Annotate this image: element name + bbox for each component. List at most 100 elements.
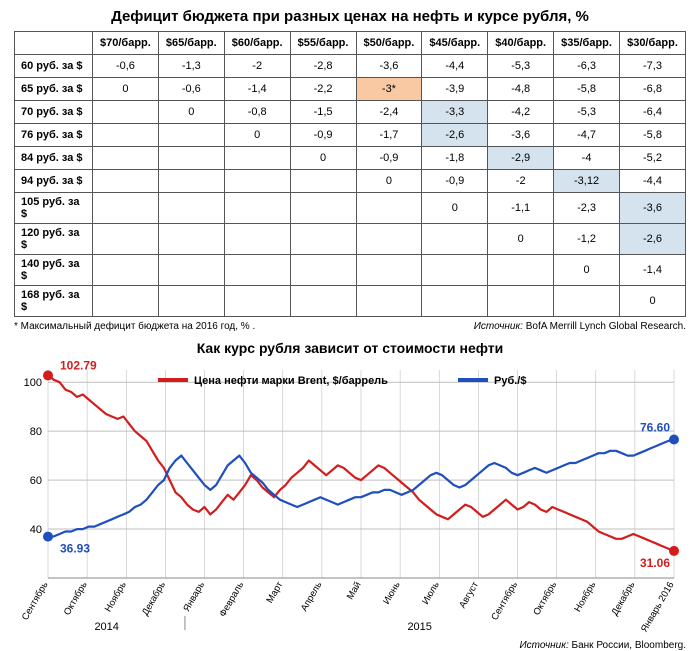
table-row: 168 руб. за $ 0 [15,286,686,317]
table-row: 105 руб. за $0-1,1-2,3-3,6 [15,193,686,224]
cell [224,193,290,224]
cell [356,286,422,317]
table-row: 120 руб. за $0-1,2-2,6 [15,224,686,255]
cell: -1,8 [422,147,488,170]
legend-label-rub: Руб./$ [494,375,526,387]
cell: -1,2 [554,224,620,255]
col-header: $55/барр. [290,32,356,55]
row-header: 65 руб. за $ [15,78,93,101]
cell [488,255,554,286]
cell: -2,8 [290,55,356,78]
cell [290,286,356,317]
cell [93,255,159,286]
table-row: 140 руб. за $0-1,4 [15,255,686,286]
cell: -3,9 [422,78,488,101]
table-footnote: * Максимальный дефицит бюджета на 2016 г… [14,321,255,332]
cell: 0 [290,147,356,170]
row-header: 60 руб. за $ [15,55,93,78]
cell: -4,4 [620,170,686,193]
cell: -2 [224,55,290,78]
col-header: $45/барр. [422,32,488,55]
cell [93,124,159,147]
row-header: 84 руб. за $ [15,147,93,170]
cell [356,193,422,224]
cell [158,147,224,170]
cell: 0 [620,286,686,317]
cell: -5,8 [620,124,686,147]
col-header: $50/барр. [356,32,422,55]
cell: -0,9 [422,170,488,193]
table-row: 94 руб. за $0-0,9-2-3,12-4,4 [15,170,686,193]
cell [290,224,356,255]
cell: -5,8 [554,78,620,101]
cell: -3* [356,78,422,101]
cell [93,224,159,255]
cell [356,255,422,286]
cell: -5,3 [554,101,620,124]
cell: -7,3 [620,55,686,78]
cell: -0,8 [224,101,290,124]
cell [93,101,159,124]
cell: -0,9 [356,147,422,170]
cell [356,224,422,255]
cell: -2,6 [620,224,686,255]
cell [158,255,224,286]
col-header: $30/барр. [620,32,686,55]
chart-source: Источник: Банк России, Bloomberg. [14,640,686,651]
cell: -0,6 [93,55,159,78]
cell [290,193,356,224]
cell: 0 [356,170,422,193]
cell: -4,8 [488,78,554,101]
cell: -2,4 [356,101,422,124]
cell: -1,4 [620,255,686,286]
cell: -6,3 [554,55,620,78]
cell [224,286,290,317]
cell [224,147,290,170]
cell [158,124,224,147]
cell: -4,7 [554,124,620,147]
cell: -2,6 [422,124,488,147]
cell [93,147,159,170]
y-tick-label: 80 [30,426,42,438]
year-label: 2015 [407,621,431,633]
cell: -3,3 [422,101,488,124]
year-label: 2014 [94,621,118,633]
cell: -2,3 [554,193,620,224]
cell: -1,3 [158,55,224,78]
cell: -6,4 [620,101,686,124]
cell: -4,4 [422,55,488,78]
cell: -4,2 [488,101,554,124]
cell: -1,4 [224,78,290,101]
page-title: Дефицит бюджета при разных ценах на нефт… [14,8,686,25]
cell: -1,5 [290,101,356,124]
line-chart: 406080100СентябрьОктябрьНоябрьДекабрьЯнв… [14,358,686,638]
col-header: $40/барр. [488,32,554,55]
cell: 0 [224,124,290,147]
cell [422,286,488,317]
cell [93,286,159,317]
label-rub-end: 76.60 [640,420,670,434]
corner-cell [15,32,93,55]
cell [488,286,554,317]
cell: -5,2 [620,147,686,170]
table-row: 70 руб. за $0-0,8-1,5-2,4-3,3-4,2-5,3-6,… [15,101,686,124]
row-header: 168 руб. за $ [15,286,93,317]
col-header: $65/барр. [158,32,224,55]
y-tick-label: 60 [30,475,42,487]
cell: 0 [422,193,488,224]
legend-label-brent: Цена нефти марки Brent, $/баррель [194,375,388,387]
cell: 0 [488,224,554,255]
cell [422,224,488,255]
col-header: $35/барр. [554,32,620,55]
end-marker-rub [669,434,679,444]
cell [224,255,290,286]
cell [158,286,224,317]
cell [93,170,159,193]
cell: 0 [158,101,224,124]
cell [158,170,224,193]
table-row: 84 руб. за $0-0,9-1,8-2,9-4-5,2 [15,147,686,170]
y-tick-label: 100 [24,377,42,389]
row-header: 140 руб. за $ [15,255,93,286]
table-row: 60 руб. за $-0,6-1,3-2-2,8-3,6-4,4-5,3-6… [15,55,686,78]
cell [93,193,159,224]
